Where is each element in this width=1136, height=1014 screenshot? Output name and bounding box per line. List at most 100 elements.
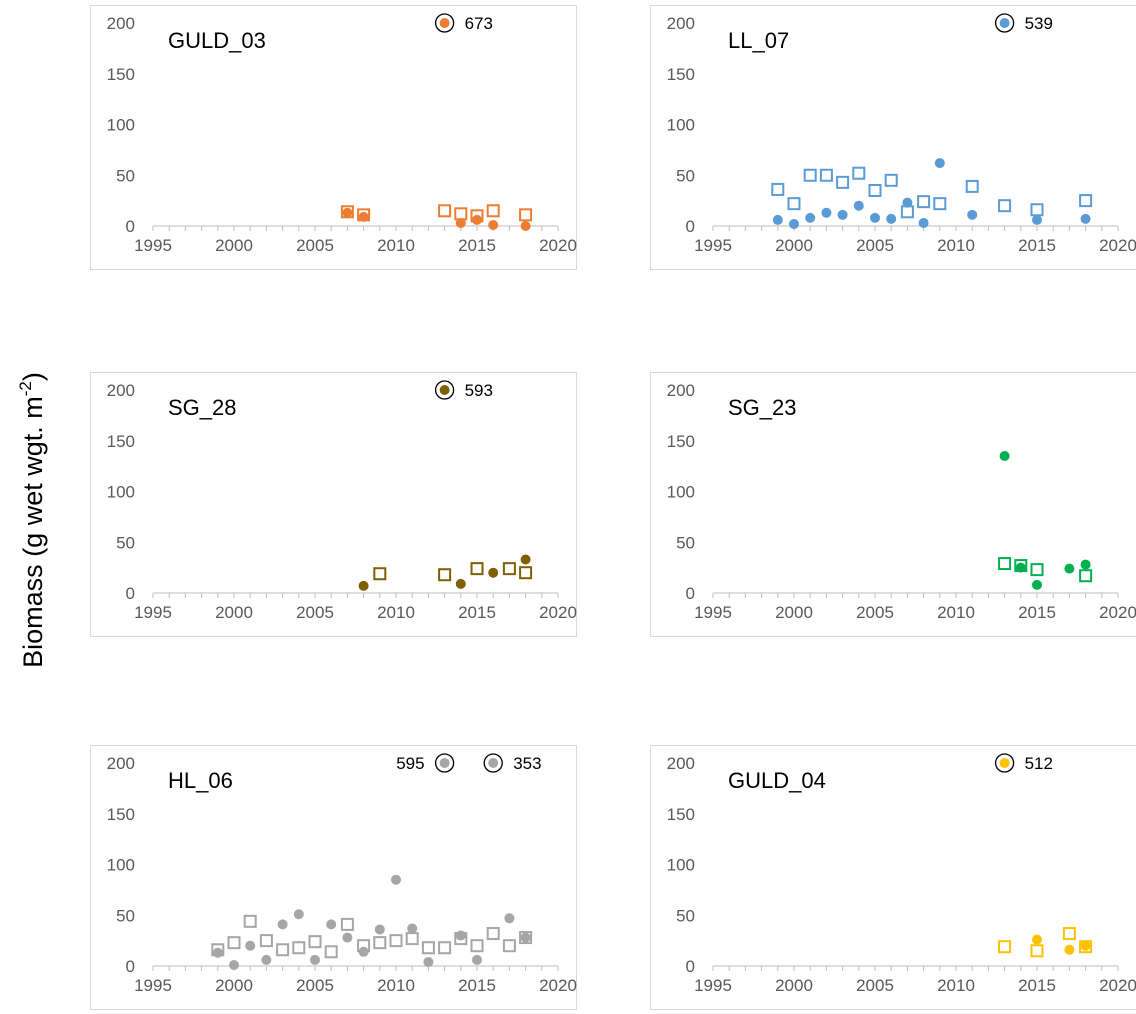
data-point-dot [245,940,256,951]
outlier-value-label: 353 [513,754,541,773]
outlier-value-label: 595 [396,754,424,773]
data-point-dot [342,207,353,218]
x-tick-label: 1995 [134,976,172,995]
site-label: SG_23 [728,395,797,420]
outlier-dot [439,18,450,28]
panel-border [650,5,1136,270]
x-tick-label: 2020 [1099,976,1136,995]
data-point-dot [229,959,239,970]
y-tick-label: 0 [686,584,695,603]
outlier-ring [994,753,1015,773]
data-point-dot [326,919,337,930]
data-point-square [836,175,850,189]
x-tick-label: 2020 [1099,603,1136,622]
data-point-dot [934,158,945,169]
svg-text:Biomass (g wet wgt. m-2): Biomass (g wet wgt. m-2) [16,372,48,668]
chart-panel-ll-07: 0 50 100 150 200 1995 2000 2005 2010 2015 2020 LL_0… [650,5,1136,270]
data-point-square [389,934,403,948]
y-tick-label: 150 [107,65,135,84]
data-point-dot [1032,579,1042,590]
data-point-dot [821,207,832,218]
data-point-dot [1032,934,1042,945]
data-point-square [502,939,516,953]
data-point-dot [374,924,385,935]
y-tick-label: 200 [107,381,135,400]
y-tick-label: 200 [667,754,695,773]
x-tick-label: 2010 [377,236,415,255]
data-point-dot [853,200,864,211]
data-point-square [470,939,484,953]
data-point-dot [455,217,466,228]
y-tick-label: 50 [676,533,695,552]
data-point-dot [407,923,418,934]
outlier-value-label: 512 [1025,754,1053,773]
data-point-dot [342,932,353,943]
data-point-dot [391,874,401,885]
x-tick-label: 2000 [775,976,813,995]
x-tick-label: 2000 [215,236,253,255]
x-tick-label: 2005 [296,236,334,255]
site-label: LL_07 [728,28,789,53]
data-point-square [819,168,833,182]
data-point-square [486,204,500,218]
x-tick-label: 1995 [694,236,732,255]
y-tick-label: 150 [667,432,695,451]
site-label: SG_28 [168,395,237,420]
x-tick-label: 2005 [856,976,894,995]
x-tick-label: 2010 [937,603,975,622]
data-point-square [470,562,484,576]
outlier-ring [434,753,455,773]
x-tick-label: 2015 [458,236,496,255]
data-point-dot [293,909,304,920]
data-point-dot [455,930,466,941]
x-tick-label: 2010 [377,603,415,622]
data-point-dot [1015,562,1026,573]
data-point-square [1079,569,1093,583]
outlier-value-label: 673 [465,14,493,33]
y-tick-label: 200 [107,14,135,33]
data-point-dot [520,221,531,231]
y-tick-label: 100 [107,483,135,502]
outlier-dot [439,385,450,395]
chart-panel-sg-23: 0 50 100 150 200 1995 2000 2005 2010 2015 2020 SG_2… [650,372,1136,637]
data-point-square [227,936,241,950]
data-point-dot [902,197,913,208]
y-axis-title-superscript: -2 [16,381,35,396]
data-point-square [308,935,322,949]
x-tick-label: 2020 [1099,236,1136,255]
x-tick-label: 2005 [296,603,334,622]
panel-border [650,745,1136,1010]
data-point-dot [261,954,272,965]
data-point-square [998,940,1012,954]
y-tick-label: 0 [686,217,695,236]
y-tick-label: 150 [107,805,135,824]
y-tick-label: 0 [686,957,695,976]
x-tick-label: 2010 [937,236,975,255]
x-tick-label: 2005 [296,976,334,995]
data-point-square [373,936,387,950]
y-tick-label: 200 [667,14,695,33]
x-tick-label: 2015 [1018,976,1056,995]
y-tick-label: 100 [667,856,695,875]
data-point-square [933,197,947,211]
data-point-dot [837,209,848,220]
x-tick-label: 1995 [134,603,172,622]
x-tick-label: 2015 [458,603,496,622]
data-point-square [803,168,817,182]
chart-panel-guld-03: 0 50 100 150 200 1995 2000 2005 2010 2015 2020 GULD… [90,5,577,270]
data-point-dot [1064,944,1075,955]
y-tick-label: 100 [107,856,135,875]
outlier-value-label: 539 [1025,14,1053,33]
data-point-square [884,173,898,187]
data-point-dot [772,214,783,225]
data-point-dot [455,578,466,589]
x-tick-label: 1995 [134,236,172,255]
site-label: GULD_04 [728,768,826,793]
data-point-dot [1080,559,1091,570]
data-point-square [868,183,882,197]
data-point-dot [212,947,223,958]
data-point-square [519,931,533,945]
outlier-dot [439,758,450,768]
data-point-dot [488,219,499,230]
data-point-dot [999,450,1010,461]
